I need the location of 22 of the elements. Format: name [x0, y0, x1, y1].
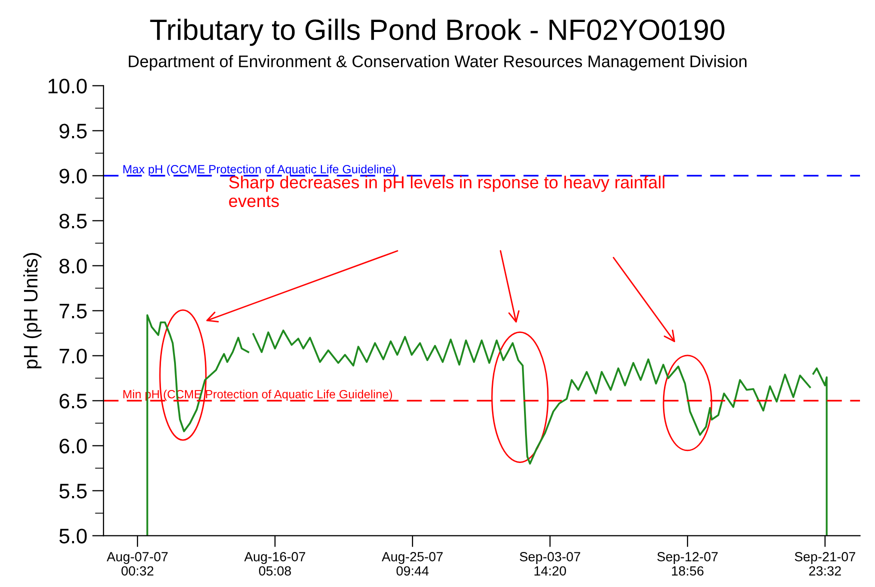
- x-tick-label: Aug-16-07 05:08: [244, 552, 306, 576]
- chart-subtitle: Department of Environment & Conservation Water Resources Management Division: [128, 55, 746, 71]
- y-axis-title: pH (pH Units): [23, 253, 42, 368]
- y-tick-label: 6.5: [60, 394, 87, 408]
- y-tick-label: 8.0: [59, 258, 87, 274]
- annotation: Sharp decreases in pH levels in rsponse to heavy rainfall events: [229, 176, 664, 208]
- y-tick-label: 5.5: [59, 484, 87, 498]
- y-tick-label: 9.5: [60, 124, 87, 138]
- y-tick-label: 8.5: [59, 214, 87, 228]
- chart-title: Tributary to Gills Pond Brook - NF02YO0190: [150, 18, 724, 46]
- y-tick-label: 7.0: [60, 348, 87, 364]
- y-tick-label: 9.0: [60, 168, 87, 184]
- y-tick-label: 6.0: [60, 438, 87, 454]
- ref-line-label: Max pH (CCME Protection of Aquatic Life Guideline): [123, 164, 396, 176]
- x-tick-label: Aug-25-07 09:44: [382, 552, 443, 576]
- x-tick-label: Sep-03-07 14:20: [520, 552, 580, 576]
- y-tick-label: 5.0: [59, 528, 87, 544]
- y-tick-label: 10.0: [48, 78, 87, 94]
- y-tick-label: 7.5: [60, 304, 87, 318]
- x-tick-label: Sep-12-07 18:56: [657, 552, 718, 576]
- x-tick-label: Sep-21-07 23:32: [794, 552, 856, 576]
- x-tick-label: Aug-07-07 00:32: [106, 552, 168, 576]
